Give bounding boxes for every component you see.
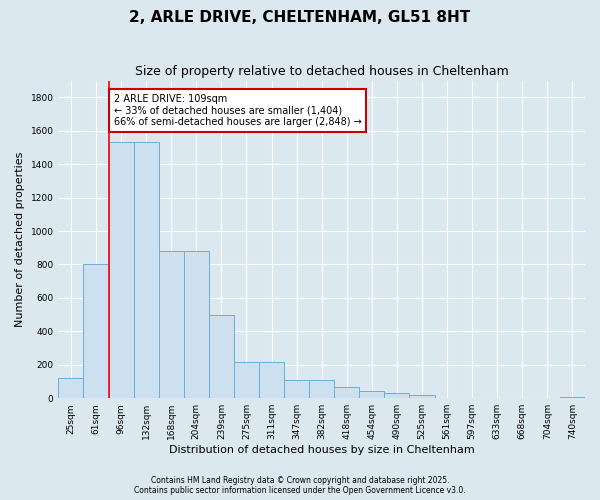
Text: 2 ARLE DRIVE: 109sqm
← 33% of detached houses are smaller (1,404)
66% of semi-de: 2 ARLE DRIVE: 109sqm ← 33% of detached h… — [113, 94, 361, 127]
Y-axis label: Number of detached properties: Number of detached properties — [15, 152, 25, 327]
Bar — [409, 395, 434, 398]
Bar — [259, 362, 284, 398]
Bar — [385, 393, 409, 398]
Bar — [159, 251, 184, 398]
Bar — [184, 251, 209, 398]
X-axis label: Distribution of detached houses by size in Cheltenham: Distribution of detached houses by size … — [169, 445, 475, 455]
Bar — [359, 390, 385, 398]
Bar — [334, 388, 359, 398]
Bar — [58, 378, 83, 398]
Bar — [109, 142, 134, 398]
Bar — [309, 380, 334, 398]
Bar — [284, 380, 309, 398]
Bar — [209, 314, 234, 398]
Bar — [234, 362, 259, 398]
Title: Size of property relative to detached houses in Cheltenham: Size of property relative to detached ho… — [135, 65, 509, 78]
Bar — [83, 264, 109, 398]
Bar — [560, 396, 585, 398]
Text: Contains HM Land Registry data © Crown copyright and database right 2025.
Contai: Contains HM Land Registry data © Crown c… — [134, 476, 466, 495]
Bar — [134, 142, 159, 398]
Text: 2, ARLE DRIVE, CHELTENHAM, GL51 8HT: 2, ARLE DRIVE, CHELTENHAM, GL51 8HT — [130, 10, 470, 25]
